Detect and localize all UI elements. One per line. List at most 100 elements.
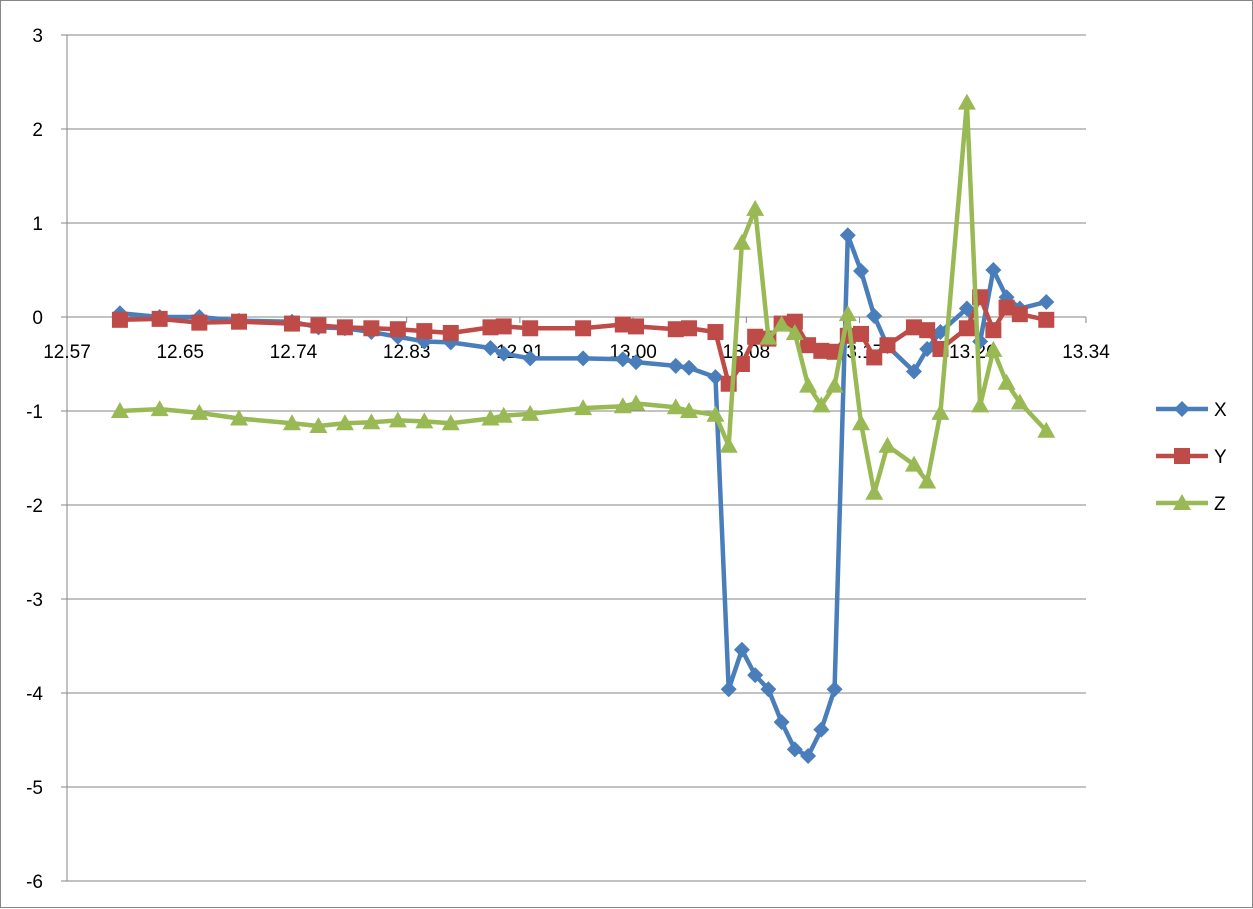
data-point-x [628,354,645,371]
data-point-y [919,322,936,339]
data-point-z [852,414,871,431]
data-point-z [957,93,976,110]
data-point-y [628,318,645,335]
x-tick-label: 12.65 [156,342,204,363]
data-point-x [760,681,777,698]
data-point-z [230,409,249,426]
data-point-y [111,311,128,328]
data-point-y [747,328,764,345]
data-point-z [838,305,857,322]
y-tick-label: -6 [26,872,43,893]
data-point-z [971,396,990,413]
data-point-z [825,376,844,393]
data-point-z [732,233,751,250]
data-point-z [494,406,513,423]
x-tick-label: 12.83 [383,342,431,363]
data-point-x [839,227,856,244]
data-point-x [813,721,830,738]
data-point-z [772,315,791,332]
data-point-y [733,356,750,372]
data-point-y [985,322,1002,339]
data-point-x [495,345,512,362]
data-point-x [932,324,949,341]
data-point-x [482,340,499,357]
data-point-z [865,483,884,500]
data-point-x [919,340,936,357]
legend-label: Y [1214,447,1227,468]
data-point-x [667,357,684,374]
data-point-y [786,313,803,330]
y-tick-label: -2 [26,496,43,517]
data-point-z [110,402,129,418]
data-point-z [719,436,738,453]
data-point-y [879,337,896,354]
data-point-z [574,399,593,416]
data-point-y [522,320,539,337]
data-point-z [746,199,765,216]
data-point-z [309,417,328,434]
y-tick-label: -4 [26,684,43,705]
data-point-z [415,412,434,429]
data-point-z [812,396,831,413]
y-tick-label: 0 [32,308,43,329]
data-point-z [997,373,1016,390]
data-point-z [1010,393,1029,410]
y-tick-label: -5 [26,778,43,799]
data-point-x [800,747,817,764]
data-point-x [522,350,539,367]
data-point-z [931,403,950,420]
legend-marker [1174,401,1190,417]
data-point-z [918,472,937,489]
legend-entry-x: X [1156,400,1227,421]
data-point-z [613,397,632,414]
data-point-z [335,414,354,431]
data-point-z [1037,421,1056,438]
data-point-z [282,414,301,431]
data-point-y [958,320,975,337]
data-point-y [1011,306,1028,323]
x-tick-label: 12.57 [43,342,91,363]
data-point-x [680,359,697,376]
data-point-z [759,328,778,345]
data-point-y [442,324,459,341]
data-point-x [733,641,750,658]
data-point-z [441,414,460,431]
x-tick-label: 13.34 [1062,342,1110,363]
data-point-z [150,400,169,417]
data-point-x [707,369,724,386]
data-point-x [773,714,790,731]
data-point-z [984,340,1003,357]
data-point-x [958,300,975,317]
legend-entry-y: Y [1156,447,1227,468]
data-point-y [310,317,327,334]
series-line-z [119,100,1048,496]
series-line-x [119,232,1047,759]
data-point-y [905,319,922,336]
data-point-z [362,413,381,430]
legend: X Y Z [1156,400,1227,515]
y-tick-label: 3 [32,26,43,47]
data-point-y [495,318,512,335]
data-point-y [998,299,1015,316]
y-tick-label: 1 [32,214,43,235]
data-point-x [905,363,922,380]
data-point-x [866,308,883,325]
data-point-y [191,314,208,331]
data-point-z [878,436,897,453]
data-point-y [800,337,817,354]
data-point-z [481,409,500,426]
data-point-z [190,403,209,420]
data-point-y [575,320,592,337]
data-point-x [786,741,803,758]
data-point-x [853,262,870,279]
series-x [111,227,1055,764]
data-point-x [575,350,592,367]
y-tick-label: 2 [32,120,43,141]
data-point-y [853,325,870,342]
y-tick-label: -1 [26,402,43,423]
data-point-z [521,404,540,421]
x-tick-label: 13.26 [949,342,997,363]
